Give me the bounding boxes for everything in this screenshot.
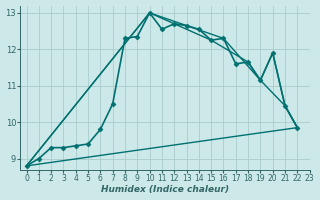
X-axis label: Humidex (Indice chaleur): Humidex (Indice chaleur) [101,185,229,194]
